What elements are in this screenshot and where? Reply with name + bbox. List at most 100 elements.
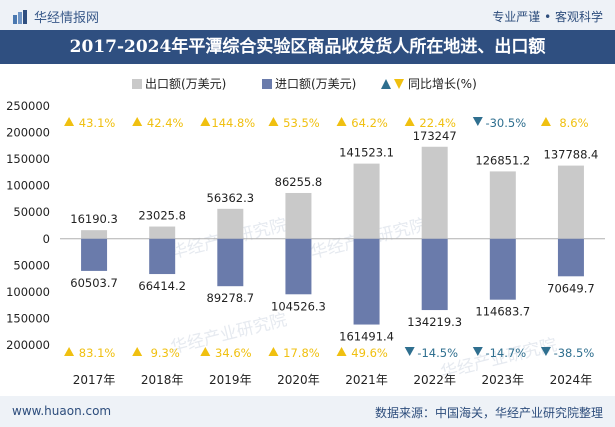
export-growth-label: 42.4% bbox=[147, 116, 184, 130]
y-tick-label: 200000 bbox=[6, 126, 50, 140]
y-tick-label: 50000 bbox=[13, 205, 50, 219]
growth-up-arrow-icon bbox=[200, 347, 211, 356]
export-bar bbox=[421, 146, 448, 239]
legend-up-triangle-icon bbox=[381, 79, 391, 89]
x-tick-label: 2021年 bbox=[345, 373, 388, 387]
x-tick-label: 2017年 bbox=[73, 373, 116, 387]
export-bar bbox=[217, 208, 244, 239]
export-value-label: 56362.3 bbox=[207, 191, 255, 205]
import-growth-label: -38.5% bbox=[554, 346, 595, 360]
export-bar bbox=[149, 226, 176, 239]
growth-up-arrow-icon bbox=[540, 117, 551, 126]
growth-up-arrow-icon bbox=[64, 347, 75, 356]
import-value-label: 134219.3 bbox=[407, 315, 462, 329]
import-value-label: 104526.3 bbox=[271, 299, 326, 313]
y-tick-label: 250000 bbox=[6, 99, 50, 113]
import-value-label: 161491.4 bbox=[339, 330, 394, 344]
x-axis: 2017年 2018年 2019年 2020年 2021年 2022年 2023年 2024年 bbox=[73, 373, 592, 387]
growth-down-arrow-icon bbox=[472, 347, 483, 356]
import-value-label: 70649.7 bbox=[547, 281, 595, 295]
data-labels: 16190.3 60503.7 23025.8 66414.2 56362.3 89278… bbox=[70, 129, 598, 344]
y-tick-label: 50000 bbox=[13, 258, 50, 272]
import-bar bbox=[149, 238, 176, 275]
export-bar bbox=[557, 165, 584, 239]
import-bar bbox=[557, 238, 584, 277]
legend: 出口额(万美元) 进口额(万美元) 同比增长(%) bbox=[132, 77, 477, 91]
x-tick-label: 2018年 bbox=[141, 373, 184, 387]
export-value-label: 86255.8 bbox=[275, 175, 323, 189]
export-bar bbox=[353, 163, 380, 239]
legend-label-import: 进口额(万美元) bbox=[275, 77, 356, 91]
legend-down-triangle-icon bbox=[394, 79, 404, 89]
growth-up-arrow-icon bbox=[64, 117, 75, 126]
import-growth-label: 17.8% bbox=[283, 346, 320, 360]
y-tick-label: 200000 bbox=[6, 338, 50, 352]
import-growth-label: 34.6% bbox=[215, 346, 252, 360]
export-growth-label: 22.4% bbox=[419, 116, 456, 130]
import-bar bbox=[217, 238, 244, 287]
bars bbox=[81, 146, 584, 325]
growth-up-arrow-icon bbox=[336, 117, 347, 126]
growth-down-arrow-icon bbox=[540, 347, 551, 356]
export-value-label: 137788.4 bbox=[544, 148, 599, 162]
export-bar bbox=[285, 192, 312, 239]
page-title: 2017-2024年平潭综合实验区商品收发货人所在地进、出口额 bbox=[0, 30, 615, 64]
import-growth-label: -14.7% bbox=[485, 346, 526, 360]
export-value-label: 173247 bbox=[413, 129, 457, 143]
export-growth-label: 43.1% bbox=[79, 116, 116, 130]
x-tick-label: 2019年 bbox=[209, 373, 252, 387]
website-link[interactable]: www.huaon.com bbox=[12, 404, 112, 418]
footer: www.huaon.com 数据来源：中国海关，华经产业研究院整理 bbox=[0, 396, 615, 427]
y-tick-label: 0 bbox=[43, 232, 50, 246]
legend-swatch-import bbox=[262, 79, 272, 89]
y-tick-label: 100000 bbox=[6, 179, 50, 193]
export-growth-label: 144.8% bbox=[211, 116, 255, 130]
export-value-label: 126851.2 bbox=[475, 153, 530, 167]
brand-name: 华经情报网 bbox=[34, 11, 100, 26]
x-tick-label: 2022年 bbox=[413, 373, 456, 387]
import-bar bbox=[421, 238, 448, 311]
import-growth-label: 49.6% bbox=[351, 346, 388, 360]
y-axis: 250000 200000 150000 100000 50000 0 50000 10000… bbox=[6, 99, 605, 352]
export-growth-label: 53.5% bbox=[283, 116, 320, 130]
growth-up-arrow-icon bbox=[268, 117, 279, 126]
y-tick-label: 150000 bbox=[6, 152, 50, 166]
brand-logo-icon bbox=[13, 9, 27, 24]
export-value-label: 141523.1 bbox=[339, 146, 394, 160]
x-tick-label: 2024年 bbox=[550, 373, 593, 387]
legend-label-growth: 同比增长(%) bbox=[408, 77, 477, 91]
growth-up-arrow-icon bbox=[404, 117, 415, 126]
data-source: 数据来源：中国海关，华经产业研究院整理 bbox=[374, 406, 603, 420]
growth-up-arrow-icon bbox=[336, 347, 347, 356]
growth-up-arrow-icon bbox=[132, 117, 143, 126]
legend-swatch-export bbox=[132, 79, 142, 89]
import-value-label: 114683.7 bbox=[475, 305, 530, 319]
export-value-label: 23025.8 bbox=[138, 209, 186, 223]
slogan: 专业严谨 • 客观科学 bbox=[492, 10, 603, 24]
growth-down-arrow-icon bbox=[404, 347, 415, 356]
growth-down-arrow-icon bbox=[472, 117, 483, 126]
import-growth-label: -14.5% bbox=[417, 346, 458, 360]
top-bar: 华经情报网 专业严谨 • 客观科学 bbox=[0, 0, 615, 30]
import-growth-label: 83.1% bbox=[79, 346, 116, 360]
growth-up-arrow-icon bbox=[132, 347, 143, 356]
y-tick-label: 100000 bbox=[6, 285, 50, 299]
export-growth-label: -30.5% bbox=[485, 116, 526, 130]
import-bar bbox=[285, 238, 312, 295]
export-value-label: 16190.3 bbox=[70, 212, 118, 226]
x-tick-label: 2023年 bbox=[482, 373, 525, 387]
growth-labels: 43.1% 83.1% 42.4% 9.3% 144.8% 34.6% 53.5% 17.8%… bbox=[64, 116, 594, 360]
y-tick-label: 150000 bbox=[6, 311, 50, 325]
import-value-label: 89278.7 bbox=[207, 291, 255, 305]
export-growth-label: 64.2% bbox=[351, 116, 388, 130]
chart: 华经产业研究院华经产业研究院华经产业研究院华经产业研究院 25000020000… bbox=[6, 77, 605, 387]
import-bar bbox=[489, 238, 516, 300]
export-bar bbox=[489, 171, 516, 239]
import-bar bbox=[81, 238, 108, 271]
import-growth-label: 9.3% bbox=[151, 346, 180, 360]
import-value-label: 60503.7 bbox=[70, 276, 118, 290]
brand[interactable]: 华经情报网 bbox=[12, 7, 99, 26]
import-bar bbox=[353, 238, 380, 325]
growth-up-arrow-icon bbox=[200, 117, 211, 126]
